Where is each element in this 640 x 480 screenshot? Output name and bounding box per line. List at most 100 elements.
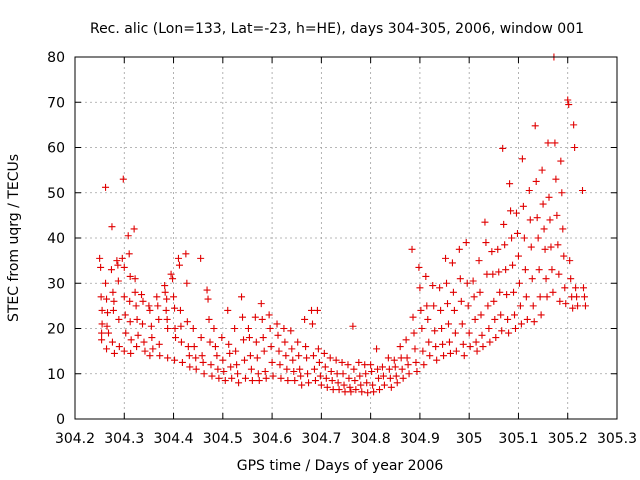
stec-data-point — [465, 329, 473, 337]
stec-data-point — [462, 239, 470, 247]
stec-data-point — [118, 254, 126, 262]
stec-data-point — [531, 122, 539, 130]
stec-data-point — [442, 254, 450, 262]
stec-data-point — [313, 306, 321, 314]
stec-data-point — [355, 358, 363, 366]
stec-data-point — [503, 291, 511, 299]
stec-data-point — [470, 293, 478, 301]
stec-data-point — [227, 363, 235, 371]
stec-data-point — [555, 270, 563, 278]
stec-data-point — [525, 186, 533, 194]
stec-data-point — [345, 374, 353, 382]
stec-data-point — [269, 372, 277, 380]
y-tick-label: 50 — [47, 186, 65, 202]
stec-data-point — [121, 311, 129, 319]
stec-data-point — [311, 377, 319, 385]
stec-data-point — [96, 254, 104, 262]
stec-data-point — [122, 329, 130, 337]
stec-data-point — [291, 377, 299, 385]
stec-data-point — [422, 272, 430, 280]
stec-data-point — [338, 358, 346, 366]
stec-data-point — [252, 338, 260, 346]
stec-data-point — [167, 270, 175, 278]
stec-data-point — [518, 155, 526, 163]
x-tick-label: 304.7 — [301, 431, 341, 447]
x-tick-label: 305.2 — [548, 431, 588, 447]
stec-data-point — [413, 367, 421, 375]
x-tick-label: 305 — [456, 431, 483, 447]
stec-data-point — [340, 381, 348, 389]
stec-data-point — [501, 241, 509, 249]
stec-data-point — [97, 293, 105, 301]
stec-data-point — [175, 261, 183, 269]
y-tick-label: 20 — [47, 322, 65, 338]
stec-data-point — [541, 245, 549, 253]
stec-data-point — [560, 252, 568, 260]
stec-data-point — [423, 302, 431, 310]
x-tick-label: 304.4 — [153, 431, 193, 447]
stec-data-point — [352, 386, 360, 394]
stec-data-point — [437, 306, 445, 314]
stec-data-point — [517, 320, 525, 328]
stec-data-point — [155, 315, 163, 323]
stec-data-point — [205, 315, 213, 323]
stec-data-point — [267, 343, 275, 351]
stec-data-point — [244, 325, 252, 332]
stec-data-point — [526, 216, 534, 224]
stec-data-point — [455, 245, 463, 253]
stec-data-point — [497, 311, 505, 319]
stec-data-point — [161, 282, 169, 290]
stec-data-point — [190, 343, 198, 351]
stec-data-point — [504, 315, 512, 323]
stec-data-point — [397, 354, 405, 362]
y-tick-label: 30 — [47, 276, 65, 292]
y-tick-label: 60 — [47, 141, 65, 157]
stec-data-point — [208, 372, 216, 380]
stec-data-point — [97, 263, 105, 271]
stec-data-point — [320, 349, 328, 357]
stec-data-point — [488, 248, 496, 256]
stec-data-point — [450, 306, 458, 314]
stec-data-point — [344, 361, 352, 369]
stec-data-point — [544, 139, 552, 147]
stec-data-point — [185, 352, 193, 360]
stec-data-point — [174, 254, 182, 262]
stec-data-point — [127, 336, 135, 344]
stec-data-point — [511, 311, 519, 319]
stec-data-point — [444, 300, 452, 308]
stec-data-point — [192, 354, 200, 362]
stec-data-point — [523, 315, 531, 323]
stec-data-point — [429, 282, 437, 290]
data-points — [96, 53, 589, 397]
y-tick-label: 0 — [56, 412, 65, 428]
stec-data-point — [569, 304, 577, 312]
stec-data-point — [548, 266, 556, 274]
stec-data-point — [138, 291, 146, 299]
stec-data-point — [131, 288, 139, 296]
stec-data-point — [247, 365, 255, 373]
stec-data-point — [177, 338, 185, 346]
stec-data-point — [392, 372, 400, 380]
stec-data-point — [149, 345, 157, 353]
stec-data-point — [552, 175, 560, 183]
stec-data-point — [543, 293, 551, 301]
stec-data-point — [210, 325, 218, 332]
stec-data-point — [164, 325, 172, 332]
stec-data-point — [189, 325, 197, 332]
stec-data-point — [171, 325, 179, 332]
stec-data-point — [553, 211, 561, 219]
stec-data-point — [492, 334, 500, 342]
y-axis-label: STEC from uqrg / TECUs — [6, 154, 22, 322]
stec-data-point — [490, 297, 498, 305]
stec-data-point — [282, 352, 290, 360]
stec-data-point — [566, 257, 574, 265]
stec-data-point — [255, 377, 263, 385]
stec-data-point — [478, 331, 486, 339]
y-tick-label: 40 — [47, 231, 65, 247]
stec-data-point — [177, 322, 185, 330]
stec-data-point — [296, 365, 304, 373]
stec-data-point — [253, 354, 261, 362]
stec-data-point — [486, 338, 494, 346]
stec-data-point — [449, 288, 457, 296]
stec-data-point — [458, 320, 466, 328]
